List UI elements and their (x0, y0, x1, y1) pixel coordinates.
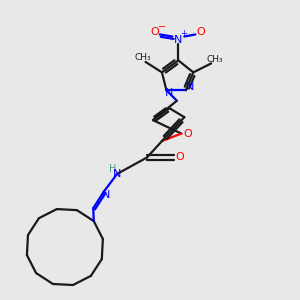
Text: CH₃: CH₃ (134, 53, 151, 62)
Text: N: N (165, 88, 174, 98)
Text: H: H (109, 164, 116, 174)
Text: O: O (175, 152, 184, 163)
Text: N: N (113, 169, 121, 179)
Text: N: N (186, 82, 194, 92)
Text: O: O (150, 27, 159, 37)
Text: N: N (102, 190, 110, 200)
Text: +: + (180, 29, 187, 38)
Text: O: O (184, 129, 192, 139)
Text: N: N (174, 34, 183, 44)
Text: −: − (158, 22, 166, 32)
Text: O: O (196, 27, 205, 37)
Text: CH₃: CH₃ (206, 55, 223, 64)
